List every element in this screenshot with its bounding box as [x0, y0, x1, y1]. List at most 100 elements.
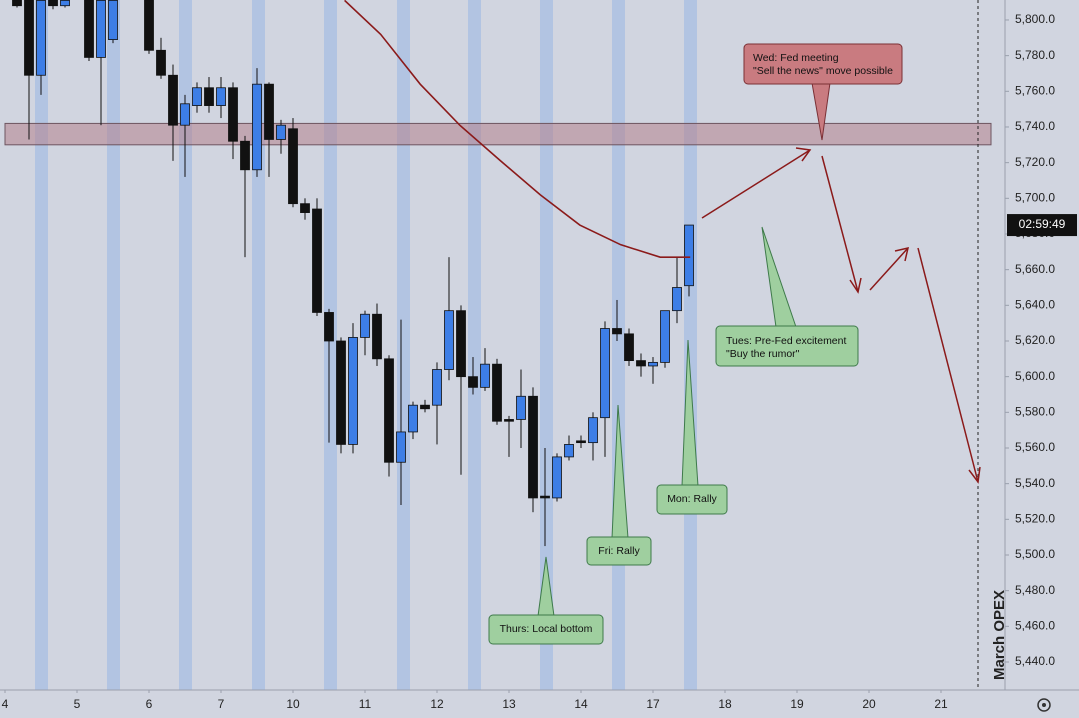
y-tick-label: 5,560.0	[1015, 440, 1055, 454]
candle-body	[516, 395, 526, 420]
x-tick-label: 5	[74, 697, 81, 711]
callout	[743, 43, 903, 85]
y-tick-label: 5,480.0	[1015, 583, 1055, 597]
candle-body	[84, 0, 94, 58]
callout-text: Wed: Fed meeting	[753, 52, 839, 64]
x-tick-label: 19	[790, 697, 804, 711]
y-tick-label: 5,600.0	[1015, 369, 1055, 383]
candle-body	[672, 287, 682, 312]
y-tick-label: 5,500.0	[1015, 547, 1055, 561]
candle-body	[552, 456, 562, 499]
candle-body	[492, 363, 502, 422]
y-tick-label: 5,440.0	[1015, 654, 1055, 668]
annotations: Wed: Fed meeting "Sell the news" move po…	[488, 43, 903, 645]
callout-text: Thurs: Local bottom	[500, 623, 593, 635]
candle-body	[312, 208, 322, 313]
candle-body	[12, 0, 22, 7]
x-tick-label: 10	[286, 697, 300, 711]
y-tick-label: 5,580.0	[1015, 404, 1055, 418]
candle-body	[60, 0, 70, 7]
arrows	[701, 147, 981, 484]
candle-body	[108, 0, 118, 40]
y-tick-label: 5,760.0	[1015, 83, 1055, 97]
callout-text: Mon: Rally	[667, 493, 717, 505]
callout	[586, 536, 652, 566]
callout-text: Tues: Pre-Fed excitement	[726, 335, 846, 347]
x-tick-label: 4	[2, 697, 9, 711]
x-tick-label: 12	[430, 697, 444, 711]
candle-body	[600, 328, 610, 419]
candle-body	[360, 313, 370, 338]
callout	[656, 484, 728, 515]
settings-icon[interactable]	[1037, 698, 1051, 712]
y-tick-label: 5,640.0	[1015, 297, 1055, 311]
candle-body	[288, 128, 298, 205]
candle-body	[276, 124, 286, 140]
candle-body	[432, 369, 442, 406]
event-label: March OPEX	[991, 590, 1008, 680]
x-tick-label: 7	[218, 697, 225, 711]
y-tick-label: 5,540.0	[1015, 476, 1055, 490]
candle-body	[564, 444, 574, 458]
y-tick-label: 5,740.0	[1015, 119, 1055, 133]
candle-body	[48, 0, 58, 7]
candle-body	[444, 310, 454, 370]
y-tick-label: 5,460.0	[1015, 619, 1055, 633]
x-tick-label: 21	[934, 697, 948, 711]
candle-body	[396, 431, 406, 463]
candle-body	[168, 74, 178, 126]
countdown-box	[1007, 214, 1077, 237]
x-tick-label: 11	[359, 697, 372, 711]
candle-body	[408, 404, 418, 433]
x-tick-label: 13	[502, 697, 516, 711]
candle-body	[648, 361, 658, 367]
callout-text: Fri: Rally	[598, 545, 640, 557]
countdown: 02:59:49	[1019, 217, 1066, 231]
candle-body	[384, 358, 394, 463]
candle-body	[588, 417, 598, 444]
x-tick-label: 6	[146, 697, 153, 711]
candle-body	[660, 310, 670, 363]
candle-body	[348, 337, 358, 445]
moving-average	[344, 0, 691, 258]
price-zone	[4, 122, 992, 146]
callout	[488, 614, 604, 645]
x-tick-label: 18	[718, 697, 732, 711]
candle-body	[336, 340, 346, 445]
candle-body	[576, 440, 586, 444]
candle-body	[204, 87, 214, 106]
x-tick-label: 20	[862, 697, 876, 711]
x-tick-label: 17	[646, 697, 660, 711]
candle-body	[624, 333, 634, 362]
callout-text: "Buy the rumor"	[726, 348, 800, 360]
candle-body	[300, 203, 310, 213]
y-tick-label: 5,520.0	[1015, 511, 1055, 525]
x-tick-label: 14	[574, 697, 588, 711]
candle-body	[252, 83, 262, 171]
candle-body	[540, 495, 550, 499]
y-tick-label: 5,700.0	[1015, 190, 1055, 204]
candle-body	[144, 0, 154, 51]
candle-body	[456, 310, 466, 378]
candle-body	[528, 395, 538, 499]
candle-body	[324, 312, 334, 342]
y-tick-label: 5,620.0	[1015, 333, 1055, 347]
candle-body	[264, 83, 274, 140]
candle-body	[240, 140, 250, 171]
y-tick-label: 5,660.0	[1015, 262, 1055, 276]
candle-body	[192, 87, 202, 106]
candle-body	[480, 363, 490, 388]
candle-body	[636, 360, 646, 367]
candle-body	[24, 0, 34, 76]
candle-body	[420, 404, 430, 410]
candle-body	[504, 419, 514, 422]
y-tick-label: 5,780.0	[1015, 48, 1055, 62]
plot	[4, 0, 992, 547]
candle-body	[216, 87, 226, 106]
y-tick-label: 5,800.0	[1015, 12, 1055, 26]
candle-body	[372, 313, 382, 360]
candle-body	[96, 0, 106, 58]
candle-body	[468, 376, 478, 388]
